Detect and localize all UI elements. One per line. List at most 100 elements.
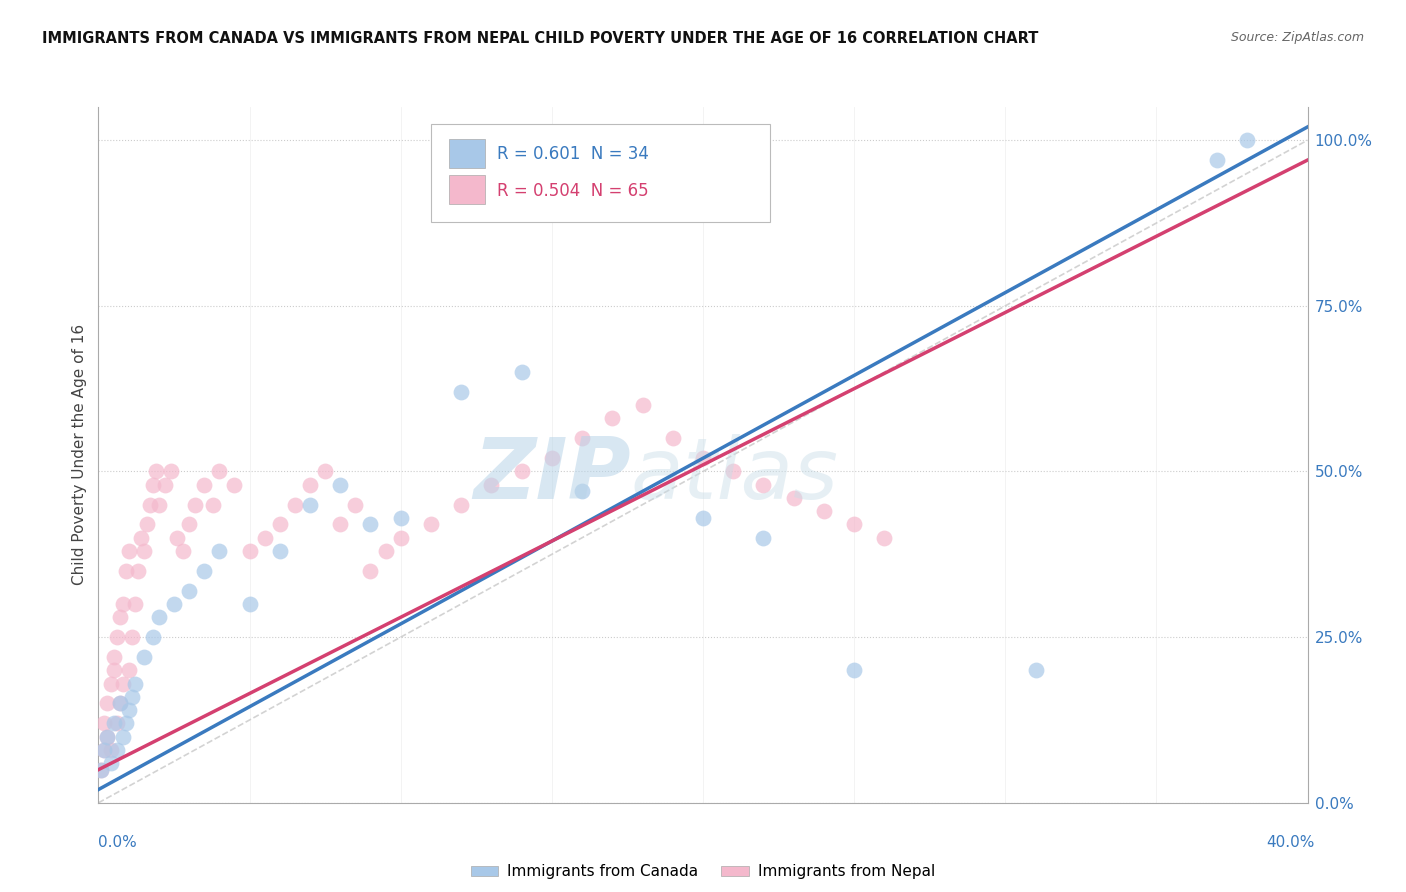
Point [208,544,231,558]
Point [723,465,745,479]
Point [662,431,685,445]
Point [752,531,775,545]
Point [90,763,112,777]
Text: IMMIGRANTS FROM CANADA VS IMMIGRANTS FROM NEPAL CHILD POVERTY UNDER THE AGE OF 1: IMMIGRANTS FROM CANADA VS IMMIGRANTS FRO… [42,31,1039,46]
Point [121,690,143,704]
Point [139,498,162,512]
Point [153,477,176,491]
Point [253,531,276,545]
Point [360,517,382,532]
Point [111,730,134,744]
Point [1024,663,1046,677]
Text: atlas: atlas [630,434,838,517]
Text: ZIP: ZIP [472,434,630,517]
Point [172,544,194,558]
Point [602,411,624,425]
Point [103,663,125,677]
Bar [449,139,485,169]
Point [93,743,115,757]
Point [160,465,183,479]
Point [783,491,806,505]
Point [284,498,307,512]
Point [269,517,291,532]
Point [450,384,472,399]
Point [510,365,533,379]
Point [844,663,866,677]
Point [96,730,118,744]
Point [224,477,246,491]
Point [314,465,336,479]
Point [135,517,157,532]
Point [129,531,152,545]
Point [239,597,262,611]
Point [108,697,131,711]
Point [114,564,136,578]
Text: R = 0.601  N = 34: R = 0.601 N = 34 [498,145,650,163]
Point [179,583,201,598]
Point [105,630,128,644]
Point [239,544,262,558]
Point [142,630,165,644]
Point [571,431,593,445]
Point [108,697,131,711]
Bar [449,175,485,204]
Point [202,498,225,512]
Point [193,564,215,578]
Point [121,630,143,644]
Point [329,477,352,491]
Point [124,597,146,611]
Point [374,544,396,558]
Point [1236,133,1258,147]
Point [166,531,188,545]
Point [692,511,714,525]
Point [873,531,896,545]
Text: Source: ZipAtlas.com: Source: ZipAtlas.com [1230,31,1364,45]
Point [103,650,125,665]
Point [193,477,215,491]
Point [111,676,134,690]
Point [118,544,141,558]
Point [145,465,167,479]
Point [179,517,201,532]
Y-axis label: Child Poverty Under the Age of 16: Child Poverty Under the Age of 16 [72,325,87,585]
Point [108,610,131,624]
Point [481,477,503,491]
Point [450,498,472,512]
Text: 0.0%: 0.0% [98,836,138,850]
Point [132,650,155,665]
Point [100,756,122,770]
Point [105,716,128,731]
Point [148,498,170,512]
Point [389,511,412,525]
Point [118,663,141,677]
Point [111,597,134,611]
Point [752,477,775,491]
Point [360,564,382,578]
Point [510,465,533,479]
Point [344,498,367,512]
Point [103,716,125,731]
Point [163,597,186,611]
Point [269,544,291,558]
Text: 40.0%: 40.0% [1267,836,1315,850]
Point [692,451,714,466]
Point [184,498,207,512]
Point [208,465,231,479]
Point [631,398,654,412]
Point [571,484,593,499]
Point [96,697,118,711]
Point [96,730,118,744]
Point [132,544,155,558]
Point [420,517,443,532]
Point [93,716,115,731]
Legend: Immigrants from Canada, Immigrants from Nepal: Immigrants from Canada, Immigrants from … [464,858,942,886]
Point [114,716,136,731]
Text: R = 0.504  N = 65: R = 0.504 N = 65 [498,182,650,200]
Point [118,703,141,717]
Point [299,477,322,491]
Point [148,610,170,624]
Point [813,504,835,518]
FancyBboxPatch shape [432,124,769,222]
Point [540,451,562,466]
Point [127,564,149,578]
